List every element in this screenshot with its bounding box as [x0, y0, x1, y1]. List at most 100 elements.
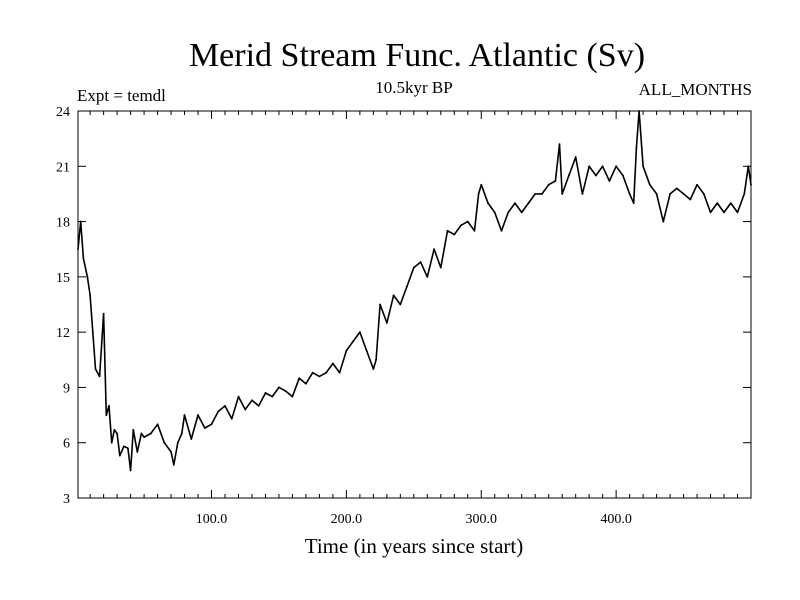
data-point [709, 211, 712, 214]
data-point [747, 165, 750, 168]
data-point [108, 404, 110, 407]
data-points [77, 110, 752, 472]
data-point [655, 193, 658, 195]
y-tick-label: 12 [56, 326, 70, 341]
x-axis-label: Time (in years since start) [305, 534, 524, 558]
data-point [372, 368, 375, 370]
data-point [399, 303, 402, 306]
period-label: 10.5kyr BP [375, 78, 452, 97]
data-point [271, 395, 274, 398]
data-point [507, 211, 510, 214]
data-point [642, 165, 645, 168]
data-point [203, 427, 206, 429]
data-point [143, 436, 145, 439]
data-point [118, 454, 121, 457]
data-point [172, 463, 175, 466]
data-point [615, 165, 618, 168]
data-point [113, 428, 116, 431]
data-point [116, 432, 119, 435]
data-point [723, 211, 725, 214]
data-point [176, 441, 179, 444]
data-point [132, 428, 135, 431]
data-point [702, 193, 705, 195]
data-point [278, 386, 280, 389]
data-point [127, 447, 129, 450]
data-point [140, 432, 143, 435]
data-point [251, 399, 253, 402]
data-point [190, 438, 193, 440]
data-point [729, 202, 732, 205]
data-point [554, 180, 557, 182]
data-point [716, 202, 719, 205]
data-point [375, 358, 377, 361]
data-point [514, 202, 516, 205]
data-point [237, 395, 240, 398]
data-point [608, 180, 611, 182]
y-axis: 3 6 9 12 15 18 21 24 [56, 105, 751, 507]
data-point [352, 340, 355, 343]
data-point [170, 451, 172, 453]
data-point [89, 294, 92, 297]
x-axis: 100.0 200.0 300.0 400.0 [89, 111, 739, 527]
data-point [197, 414, 199, 416]
data-point [86, 275, 89, 278]
data-point [110, 441, 113, 444]
y-tick-label: 24 [56, 105, 70, 120]
experiment-label: Expt = temdl [77, 86, 166, 105]
data-point [264, 392, 267, 394]
y-tick-label: 18 [56, 216, 70, 231]
data-point [561, 193, 564, 195]
data-point [244, 408, 247, 411]
data-point [224, 404, 226, 407]
plot-frame [77, 110, 752, 499]
data-point [480, 183, 483, 186]
data-point [632, 202, 635, 205]
data-point [689, 198, 692, 201]
data-point [338, 371, 341, 374]
data-point [77, 248, 79, 251]
data-point [379, 303, 382, 306]
data-point [318, 375, 321, 378]
data-point [527, 202, 530, 205]
data-point [305, 382, 307, 385]
data-point [385, 322, 388, 324]
data-point [94, 368, 97, 370]
data-point [105, 414, 108, 416]
data-point [439, 266, 442, 269]
data-point [98, 375, 101, 378]
chart-title: Merid Stream Func. Atlantic (Sv) [189, 37, 645, 74]
data-point [558, 143, 561, 146]
data-point [669, 193, 671, 195]
data-point [541, 193, 543, 195]
data-point [662, 220, 665, 223]
data-point [473, 229, 476, 232]
data-point [750, 183, 752, 186]
data-point [534, 193, 537, 195]
data-point [358, 331, 361, 334]
data-point [621, 174, 624, 177]
data-point [210, 423, 213, 426]
data-point [696, 183, 698, 186]
data-point [298, 377, 301, 380]
data-point [412, 266, 415, 269]
data-point [568, 174, 570, 177]
data-point [736, 211, 739, 214]
data-point [682, 193, 685, 195]
data-point [217, 410, 220, 413]
data-point [493, 211, 496, 214]
data-point [588, 165, 591, 168]
data-point [230, 417, 233, 420]
data-point [581, 193, 584, 195]
x-tick-label: 300.0 [466, 512, 498, 527]
data-point [156, 423, 159, 426]
data-point [594, 174, 597, 177]
data-point [675, 187, 678, 190]
data-point [547, 183, 550, 186]
data-point [122, 445, 125, 448]
data-point [601, 165, 604, 168]
data-point [183, 414, 186, 416]
data-point [574, 156, 577, 158]
data-point [163, 441, 166, 444]
data-point [102, 312, 105, 315]
